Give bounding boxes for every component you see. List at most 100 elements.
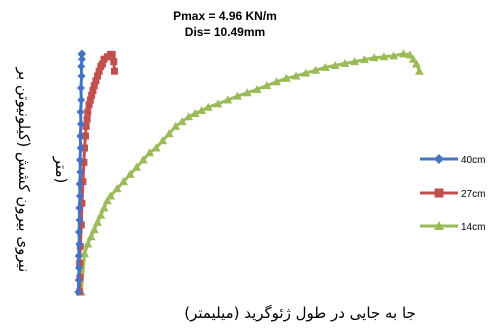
data-point-40cm [77, 49, 86, 58]
data-point-14cm [262, 81, 272, 90]
data-point-14cm [83, 239, 93, 248]
data-point-40cm [77, 62, 86, 71]
data-point-14cm [213, 99, 223, 108]
data-point-27cm [98, 60, 106, 68]
data-point-14cm [138, 155, 148, 164]
data-point-40cm [76, 120, 85, 128]
data-point-40cm [77, 96, 86, 104]
y-axis-label-line-2: متر) [52, 156, 70, 184]
data-point-27cm [79, 178, 87, 186]
data-point-14cm [164, 129, 174, 138]
data-point-27cm [90, 82, 98, 90]
data-point-40cm [77, 55, 86, 64]
data-point-14cm [177, 117, 187, 126]
data-point-27cm [82, 122, 90, 130]
data-point-14cm [80, 249, 90, 258]
data-point-27cm [95, 67, 103, 75]
data-point-14cm [405, 50, 415, 59]
data-point-14cm [158, 136, 168, 145]
data-point-27cm [108, 50, 116, 58]
data-point-14cm [119, 177, 129, 186]
chart-subtitle: Dis= 10.49mm [185, 25, 265, 39]
data-point-14cm [184, 112, 194, 121]
data-point-14cm [151, 143, 161, 152]
x-axis-label: جا به جایی در طول ژئوگرید (میلیمتر) [184, 304, 416, 322]
data-point-14cm [350, 57, 360, 66]
data-point-27cm [81, 132, 89, 140]
data-point-14cm [106, 191, 116, 200]
legend-item-40cm: 40cm [420, 154, 485, 166]
data-point-14cm [145, 148, 155, 157]
data-point-14cm [102, 196, 112, 205]
data-point-14cm [369, 53, 379, 62]
legend-label-40cm: 40cm [461, 155, 485, 166]
data-point-14cm [414, 66, 424, 75]
data-point-27cm [94, 72, 102, 80]
data-point-40cm [75, 156, 84, 164]
data-point-14cm [171, 121, 181, 130]
data-point-14cm [398, 49, 408, 58]
legend-item-27cm: 27cm [420, 188, 485, 200]
legend-item-14cm: 14cm [420, 221, 485, 233]
data-point-40cm [76, 144, 85, 152]
data-point-14cm [190, 108, 200, 117]
data-point-14cm [223, 95, 233, 104]
data-point-14cm [232, 91, 242, 100]
data-point-14cm [320, 62, 330, 71]
data-point-14cm [197, 106, 207, 115]
data-point-27cm [77, 221, 85, 229]
data-point-14cm [99, 203, 109, 212]
data-point-14cm [96, 210, 106, 219]
data-point-14cm [281, 73, 291, 82]
data-point-27cm [89, 86, 97, 94]
data-point-14cm [242, 88, 252, 97]
legend-label-27cm: 27cm [461, 189, 485, 200]
data-point-40cm [75, 192, 84, 200]
data-point-14cm [252, 84, 262, 93]
data-point-40cm [76, 168, 85, 176]
data-point-14cm [408, 54, 418, 63]
data-point-40cm [75, 204, 84, 212]
data-point-40cm [75, 216, 84, 224]
data-point-40cm [74, 288, 83, 296]
data-point-14cm [301, 68, 311, 77]
legend-marker-40cm [434, 154, 444, 164]
data-point-27cm [92, 77, 100, 85]
series-40cm [74, 49, 86, 296]
data-point-27cm [85, 101, 93, 109]
data-point-14cm [93, 217, 103, 226]
data-point-40cm [74, 264, 83, 272]
data-point-14cm [89, 225, 99, 234]
data-point-27cm [84, 108, 92, 116]
data-point-14cm [379, 52, 389, 61]
data-point-14cm [291, 71, 301, 80]
y-axis-label-line-1: نیروی بیرون کشش (کیلونیوتن بر [15, 67, 33, 273]
data-point-27cm [110, 58, 118, 66]
data-point-40cm [74, 276, 83, 284]
data-point-40cm [76, 84, 85, 92]
data-point-27cm [78, 199, 86, 207]
data-point-14cm [132, 162, 142, 171]
plot-area [74, 49, 424, 296]
data-point-14cm [86, 232, 96, 241]
data-point-27cm [80, 158, 88, 166]
data-point-14cm [112, 184, 122, 193]
legend-marker-14cm [434, 221, 444, 230]
data-point-40cm [75, 240, 84, 248]
data-point-27cm [88, 91, 96, 99]
data-point-14cm [389, 51, 399, 60]
data-point-14cm [411, 59, 421, 68]
legend: 40cm 27cm 14cm [420, 154, 485, 233]
data-point-40cm [74, 228, 83, 236]
series-line-14cm [79, 52, 421, 293]
data-point-40cm [76, 108, 85, 116]
data-point-27cm [110, 67, 118, 75]
legend-label-14cm: 14cm [461, 222, 485, 233]
data-point-40cm [76, 132, 85, 140]
legend-marker-27cm [434, 188, 444, 198]
data-point-40cm [74, 252, 83, 260]
data-point-14cm [125, 169, 135, 178]
data-point-14cm [340, 59, 350, 68]
chart-title: Pmax = 4.96 KN/m [173, 9, 277, 23]
